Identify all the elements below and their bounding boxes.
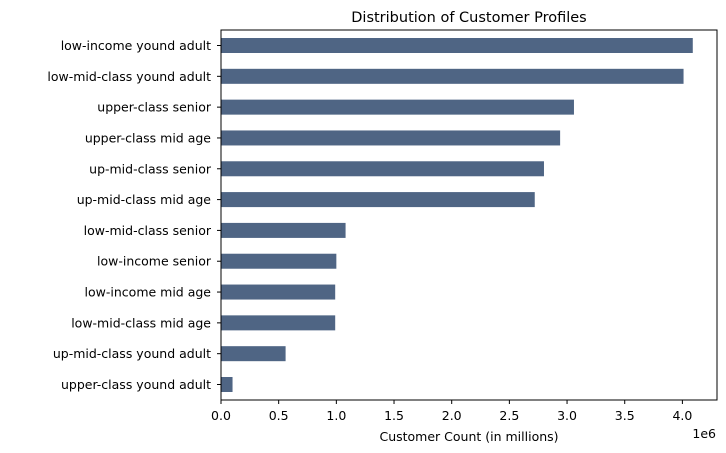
y-tick-label-1: low-mid-class yound adult — [47, 69, 211, 84]
x-tick-label-7: 3.5 — [615, 408, 635, 423]
x-tick-label-3: 1.5 — [384, 408, 404, 423]
y-tick-label-6: low-mid-class senior — [84, 223, 212, 238]
x-axis-ticks: 0.0 0.5 1.0 1.5 2.0 2.5 3.0 3.5 4.0 — [211, 400, 692, 423]
bar-6 — [221, 222, 346, 238]
y-tick-label-10: up-mid-class yound adult — [53, 346, 211, 361]
bar-3 — [221, 130, 561, 146]
x-tick-label-6: 3.0 — [557, 408, 577, 423]
x-tick-label-8: 4.0 — [672, 408, 692, 423]
bar-4 — [221, 161, 544, 177]
x-axis-label: Customer Count (in millions) — [379, 429, 558, 444]
y-tick-label-5: up-mid-class mid age — [77, 192, 212, 207]
y-tick-label-7: low-income senior — [97, 254, 212, 269]
bar-8 — [221, 284, 336, 300]
y-tick-label-3: upper-class mid age — [85, 130, 211, 145]
x-axis-scale-label: 1e6 — [692, 426, 716, 441]
x-tick-label-1: 0.5 — [269, 408, 289, 423]
x-tick-label-0: 0.0 — [211, 408, 231, 423]
bar-2 — [221, 99, 574, 115]
bar-0 — [221, 38, 693, 53]
bar-11 — [221, 377, 233, 392]
plot-frame — [220, 29, 718, 401]
y-tick-label-0: low-income yound adult — [61, 38, 211, 53]
bar-7 — [221, 253, 337, 269]
y-tick-label-8: low-income mid age — [85, 285, 212, 300]
x-tick-label-5: 2.5 — [499, 408, 519, 423]
y-tick-label-9: low-mid-class mid age — [71, 315, 211, 330]
x-tick-label-4: 2.0 — [442, 408, 462, 423]
bars-group — [221, 38, 693, 392]
bar-9 — [221, 315, 336, 331]
y-tick-label-11: upper-class yound adult — [61, 377, 211, 392]
y-tick-label-4: up-mid-class senior — [89, 161, 212, 176]
bar-1 — [221, 68, 684, 84]
bar-10 — [221, 346, 286, 362]
bar-5 — [221, 192, 535, 208]
x-tick-label-2: 1.0 — [326, 408, 346, 423]
y-tick-label-2: upper-class senior — [97, 100, 212, 115]
y-axis-ticks: low-income yound adult low-mid-class youn… — [47, 38, 221, 392]
chart-title: Distribution of Customer Profiles — [351, 10, 586, 26]
